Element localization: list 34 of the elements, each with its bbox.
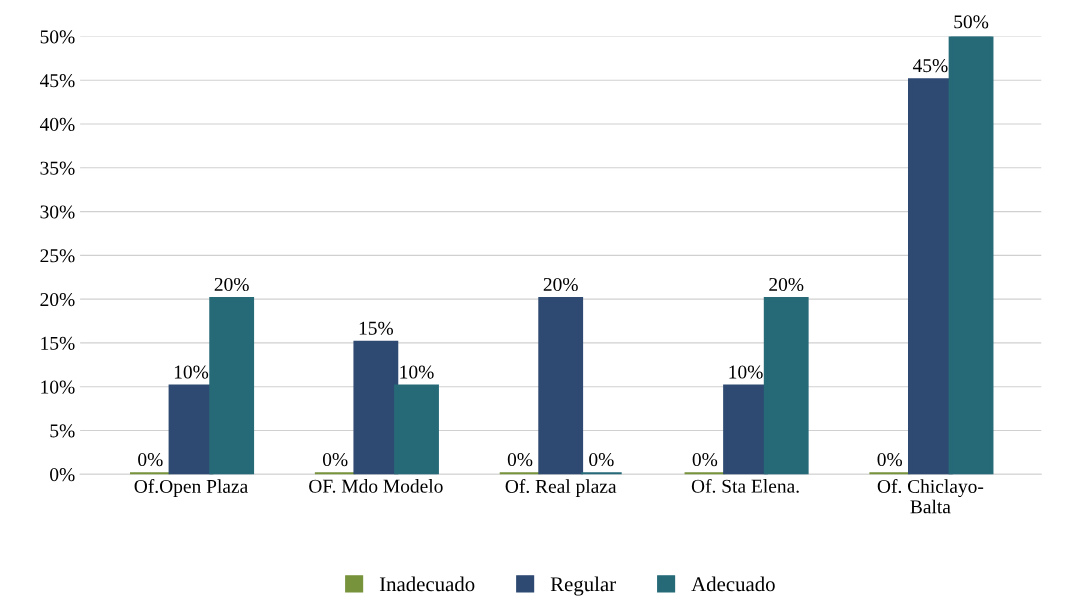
data-label: 10% [400,365,434,379]
data-label: 20% [543,277,578,292]
y-tick-label: 35% [40,161,75,175]
data-label: 45% [912,59,948,73]
data-label: 0% [507,453,533,467]
data-label: 0% [589,453,614,467]
y-tick-label: 20% [40,292,75,307]
x-tick-label: Of.Open Plaza [134,479,248,497]
y-tick-label: 5% [50,424,75,438]
y-tick-label: 0% [50,468,75,482]
y-tick-label: 15% [41,336,75,350]
data-label: 10% [729,365,763,379]
x-tick-label: Of. Chiclayo- Balta [877,479,984,514]
data-label: 0% [322,453,348,467]
x-tick-label: OF. Mdo Modelo [309,479,443,493]
y-tick-label: 10% [41,380,75,394]
data-label: 0% [692,453,718,467]
data-label: 0% [877,453,903,467]
data-label: 20% [214,277,249,292]
y-tick-label: 45% [39,74,75,88]
data-label: 15% [359,321,394,335]
legend-label: Inadecuado [379,576,475,592]
y-tick-label: 25% [40,249,75,263]
legend-label: Regular [550,576,616,596]
x-tick-label: Of. Real plaza [505,479,617,497]
data-label: 0% [138,453,163,467]
y-tick-label: 30% [40,205,75,219]
y-tick-label: 40% [39,117,75,132]
data-label: 20% [769,277,804,292]
y-tick-label: 50% [40,30,75,44]
data-label: 10% [174,365,209,379]
legend-label: Adecuado [691,576,775,592]
data-label: 50% [954,15,989,29]
x-tick-label: Of. Sta Elena. [691,478,799,493]
